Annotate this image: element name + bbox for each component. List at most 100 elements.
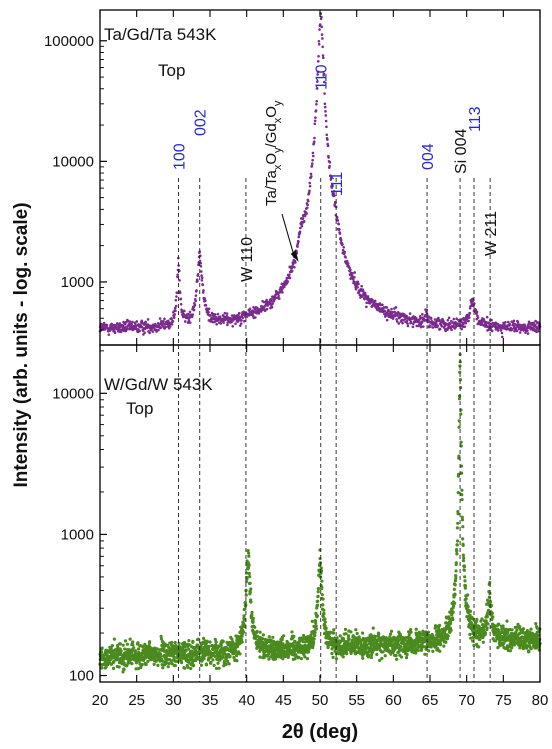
data-point: [411, 325, 415, 329]
data-point: [204, 663, 209, 667]
data-point: [446, 318, 450, 322]
data-point: [353, 271, 357, 274]
data-point: [248, 575, 252, 579]
data-point: [201, 291, 205, 294]
data-point: [267, 635, 271, 639]
data-point: [164, 661, 169, 665]
reference-label: 002: [193, 109, 210, 136]
data-point: [186, 321, 190, 324]
data-point: [279, 640, 283, 644]
x-tick-label: 20: [92, 692, 109, 709]
data-point: [415, 324, 419, 328]
annotation-arrow-head: [290, 250, 299, 262]
data-point: [481, 640, 485, 644]
data-point: [166, 665, 170, 669]
data-point: [302, 220, 306, 223]
data-point: [463, 579, 467, 583]
data-point: [323, 102, 327, 106]
data-point: [457, 397, 462, 401]
data-point: [268, 302, 272, 306]
data-point: [404, 656, 409, 660]
data-point: [391, 317, 395, 320]
data-point: [456, 490, 460, 495]
data-point: [232, 655, 236, 660]
data-point: [202, 289, 205, 292]
data-point: [164, 325, 168, 329]
data-point: [355, 631, 359, 636]
data-point: [429, 645, 433, 649]
data-point: [211, 320, 214, 324]
data-point: [518, 624, 522, 629]
data-point: [136, 667, 141, 671]
annotation-arrow-line: [281, 213, 296, 259]
data-point: [188, 321, 192, 324]
data-point: [248, 590, 252, 594]
data-point: [160, 319, 163, 323]
data-point: [399, 655, 404, 659]
data-point: [427, 315, 430, 318]
data-point: [242, 623, 247, 627]
data-point: [218, 315, 222, 319]
data-point: [201, 283, 205, 287]
data-point: [130, 322, 134, 326]
data-point: [267, 657, 271, 661]
data-point: [113, 331, 117, 335]
data-point: [381, 303, 384, 307]
data-point: [298, 230, 302, 234]
data-point: [310, 619, 314, 623]
data-point: [273, 657, 278, 661]
data-point: [314, 624, 318, 628]
data-point: [534, 622, 538, 626]
data-point: [235, 659, 239, 663]
data-point: [123, 639, 128, 643]
data-point: [282, 634, 286, 638]
data-point: [270, 305, 274, 309]
data-point: [311, 154, 315, 158]
data-point: [146, 318, 150, 321]
data-point: [349, 268, 352, 272]
data-point: [338, 227, 341, 231]
data-point: [99, 650, 104, 654]
data-point: [506, 320, 510, 324]
data-point: [231, 640, 235, 644]
data-point: [361, 656, 365, 660]
data-point: [199, 270, 203, 273]
data-point: [521, 627, 526, 631]
data-point: [323, 617, 327, 621]
data-point: [214, 666, 219, 671]
data-point: [317, 54, 320, 58]
data-point: [439, 643, 443, 647]
data-point: [414, 651, 418, 655]
data-point: [349, 630, 353, 634]
data-point: [137, 647, 141, 651]
data-point: [306, 203, 309, 207]
data-point: [194, 294, 198, 297]
data-point: [247, 554, 251, 558]
data-point: [369, 633, 373, 637]
data-point: [265, 654, 270, 658]
data-point: [393, 310, 397, 314]
data-point: [136, 641, 140, 645]
data-point: [202, 657, 206, 661]
data-point: [323, 620, 327, 624]
data-point: [463, 584, 468, 588]
data-point: [216, 312, 220, 316]
y-tick-label: 10000: [52, 153, 94, 170]
data-point: [489, 322, 493, 326]
data-point: [250, 613, 254, 618]
data-point: [143, 331, 146, 334]
data-point: [421, 312, 424, 316]
data-point: [331, 655, 335, 659]
data-point: [419, 316, 422, 320]
data-point: [321, 614, 325, 618]
data-point: [238, 652, 242, 656]
data-point: [161, 322, 165, 325]
data-point: [381, 650, 385, 654]
data-point: [368, 647, 373, 652]
data-point: [196, 643, 200, 648]
data-point: [357, 282, 360, 286]
data-point: [395, 657, 399, 662]
data-point: [461, 325, 465, 329]
data-point: [515, 329, 519, 333]
data-point: [141, 329, 145, 332]
